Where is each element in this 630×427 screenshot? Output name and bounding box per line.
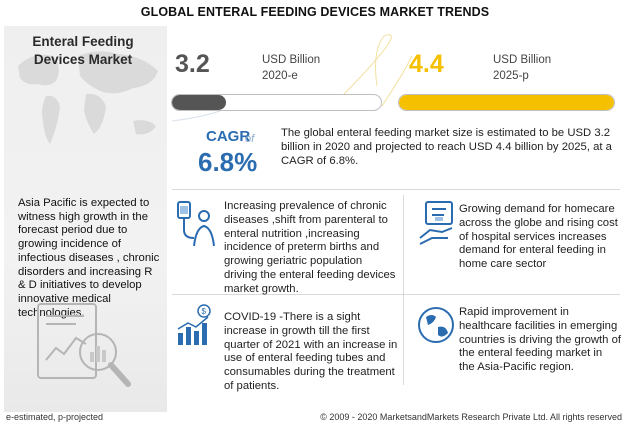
driver-4-text: Rapid improvement in healthcare faciliti…	[459, 306, 622, 374]
left-panel-heading: Enteral Feeding Devices Market	[18, 33, 148, 69]
value-2025-number: 4.4	[409, 50, 444, 78]
globe-icon	[418, 307, 454, 343]
divider-top	[172, 189, 620, 190]
svg-text:$: $	[202, 307, 207, 316]
value-2020-unit: USD Billion	[262, 54, 321, 66]
value-2025-bar-fill	[399, 95, 614, 110]
value-2020-number: 3.2	[175, 50, 210, 78]
left-panel	[4, 26, 167, 412]
decorative-swirl	[172, 34, 413, 122]
cagr-label: CAGR	[206, 128, 251, 145]
analytics-magnifier-icon	[37, 303, 131, 387]
left-panel-text: Asia Pacific is expected to witness high…	[18, 197, 160, 319]
value-2025-unit: USD Billion	[493, 54, 552, 66]
market-summary-text: The global enteral feeding market size i…	[281, 127, 612, 167]
driver-1-text: Increasing prevalence of chronic disease…	[224, 200, 396, 295]
value-2020-bar-fill	[172, 95, 227, 110]
value-2020-bar	[171, 94, 382, 111]
driver-3-text: COVID-19 -There is a sight increase in g…	[224, 311, 398, 392]
divider-middle	[172, 294, 620, 295]
divider-vertical	[403, 195, 404, 385]
cagr-value: 6.8%	[198, 147, 258, 177]
left-panel-heading-line2: Devices Market	[33, 52, 133, 67]
patient-drip-icon	[177, 201, 215, 247]
world-map-background	[18, 51, 158, 144]
page-title: GLOBAL ENTERAL FEEDING DEVICES MARKET TR…	[140, 5, 490, 19]
driver-2-text: Growing demand for homecare across the g…	[459, 203, 618, 271]
value-2025-bar	[398, 94, 615, 111]
hospital-bill-icon	[419, 201, 453, 245]
value-2025-year: 2025-p	[493, 70, 529, 82]
cagr-of: of	[245, 133, 255, 145]
footer-legend: e-estimated, p-projected	[6, 412, 104, 422]
value-2020-year: 2020-e	[262, 70, 298, 82]
growth-chart-icon: $	[177, 304, 211, 345]
left-panel-heading-line1: Enteral Feeding	[32, 34, 134, 49]
footer-copyright: © 2009 - 2020 MarketsandMarkets Research…	[320, 412, 622, 422]
